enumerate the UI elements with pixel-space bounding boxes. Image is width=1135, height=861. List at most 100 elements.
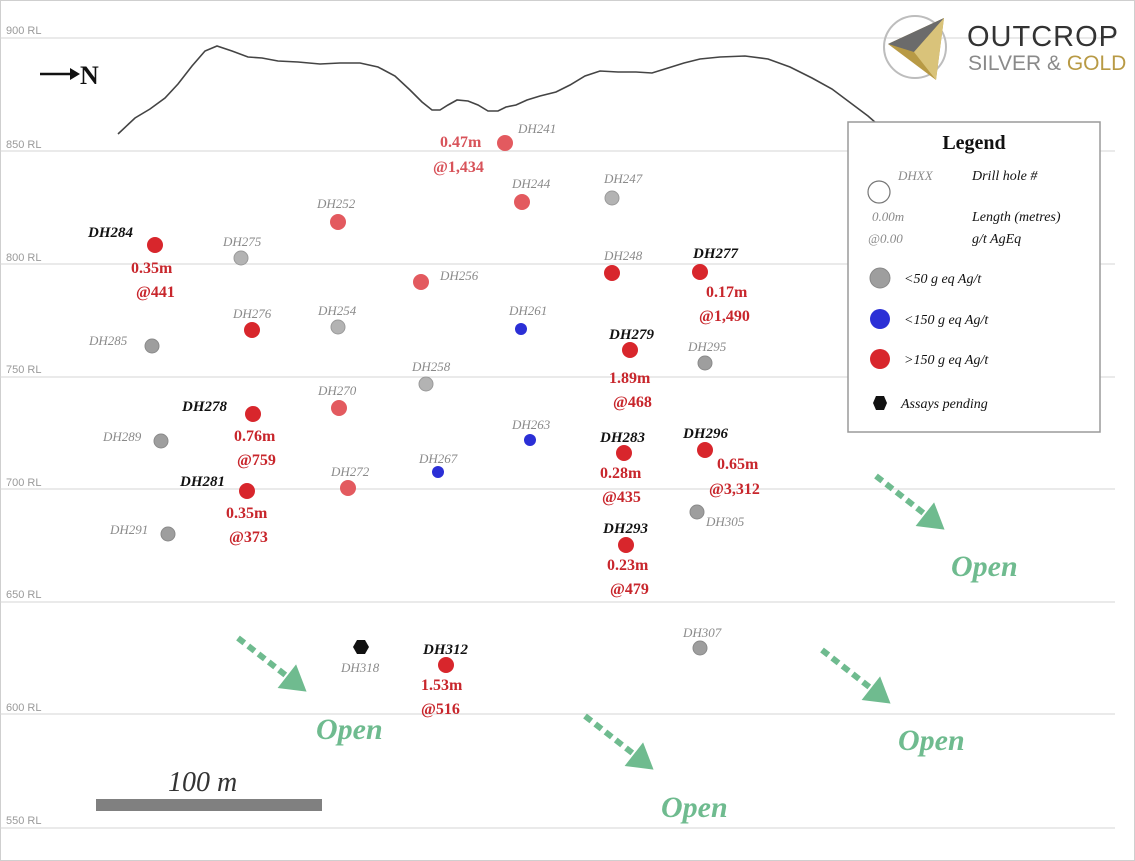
legend-mid-desc: <150 g eq Ag/t bbox=[904, 313, 989, 328]
drill-hole-marker bbox=[245, 406, 261, 422]
open-label: Open bbox=[898, 724, 965, 757]
legend-blue-dot-icon bbox=[870, 309, 890, 329]
drill-hole-label: DH278 bbox=[181, 399, 228, 415]
drill-hole-marker bbox=[697, 442, 713, 458]
assay-length: 0.23m bbox=[607, 557, 649, 574]
open-label: Open bbox=[951, 550, 1018, 583]
rl-label: 550 RL bbox=[6, 815, 41, 827]
logo-facet-icon bbox=[888, 18, 944, 52]
drill-hole-marker bbox=[239, 483, 255, 499]
assay-length: 0.17m bbox=[706, 284, 748, 301]
drill-hole-marker bbox=[692, 640, 708, 656]
open-label: Open bbox=[661, 791, 728, 824]
drill-hole-marker bbox=[153, 433, 169, 449]
drill-hole-label: DH247 bbox=[603, 171, 643, 186]
legend-hole-desc: Drill hole # bbox=[971, 169, 1038, 184]
open-arrow-icon bbox=[874, 473, 945, 530]
open-arrow-icon bbox=[236, 635, 307, 692]
assay-grade: @516 bbox=[421, 701, 460, 718]
drill-hole-pending-marker bbox=[353, 640, 369, 654]
drill-hole-label: DH263 bbox=[511, 417, 551, 432]
legend-hole-sample: DHXX bbox=[897, 168, 934, 183]
open-arrows bbox=[236, 473, 945, 770]
logo-silver: SILVER & bbox=[968, 52, 1067, 75]
drill-hole-label: DH296 bbox=[682, 426, 729, 442]
rl-label: 600 RL bbox=[6, 702, 41, 714]
drill-hole-marker bbox=[692, 264, 708, 280]
scale-bar-label: 100 m bbox=[168, 767, 237, 798]
elevation-labels: 900 RL 850 RL 800 RL 750 RL 700 RL 650 R… bbox=[6, 25, 41, 827]
legend-length-desc: Length (metres) bbox=[971, 210, 1061, 225]
legend-hole-icon bbox=[867, 180, 891, 204]
drill-hole-label: DH284 bbox=[87, 225, 134, 241]
drill-hole-label: DH248 bbox=[603, 248, 643, 263]
drill-hole-marker bbox=[331, 400, 347, 416]
assay-grade: @435 bbox=[602, 489, 641, 506]
drill-hole-label: DH307 bbox=[682, 625, 722, 640]
drill-hole-label: DH318 bbox=[340, 660, 380, 675]
rl-label: 800 RL bbox=[6, 252, 41, 264]
drill-hole-marker bbox=[497, 135, 513, 151]
drill-holes: DH241 0.47m @1,434 DH244 DH247 DH252 DH2… bbox=[87, 121, 760, 718]
open-labels: Open Open Open Open bbox=[316, 550, 1018, 824]
legend-title: Legend bbox=[942, 132, 1005, 154]
drill-hole-label: DH285 bbox=[88, 333, 128, 348]
rl-label: 750 RL bbox=[6, 364, 41, 376]
drill-hole-label: DH261 bbox=[508, 303, 547, 318]
drill-hole-marker bbox=[233, 250, 249, 266]
north-label: N bbox=[80, 61, 99, 90]
drill-hole-marker bbox=[438, 657, 454, 673]
north-arrow: N bbox=[40, 61, 99, 90]
legend-length-sample: 0.00m bbox=[872, 209, 904, 224]
drill-hole-label: DH252 bbox=[316, 196, 356, 211]
legend-red-dot-icon bbox=[870, 349, 890, 369]
drill-hole-label: DH281 bbox=[179, 474, 225, 490]
rl-label: 650 RL bbox=[6, 589, 41, 601]
drill-hole-marker bbox=[622, 342, 638, 358]
drill-hole-label: DH258 bbox=[411, 359, 451, 374]
drill-hole-marker bbox=[244, 322, 260, 338]
north-arrow-icon bbox=[70, 68, 80, 80]
drill-hole-label: DH276 bbox=[232, 306, 272, 321]
open-arrow-icon bbox=[820, 647, 891, 704]
assay-grade: @441 bbox=[136, 284, 175, 301]
assay-length: 0.76m bbox=[234, 428, 276, 445]
drill-hole-marker bbox=[616, 445, 632, 461]
scale-bar-rect bbox=[96, 799, 322, 811]
drill-hole-marker bbox=[418, 376, 434, 392]
drill-hole-label: DH244 bbox=[511, 176, 551, 191]
drill-hole-label: DH279 bbox=[608, 327, 655, 343]
drill-hole-marker bbox=[144, 338, 160, 354]
legend-pending-desc: Assays pending bbox=[900, 397, 988, 412]
drill-hole-marker bbox=[618, 537, 634, 553]
legend-grey-dot-icon bbox=[869, 267, 891, 289]
drill-hole-label: DH295 bbox=[687, 339, 727, 354]
assay-length: 0.35m bbox=[226, 505, 268, 522]
drill-hole-marker bbox=[697, 355, 713, 371]
assay-length: 1.89m bbox=[609, 370, 651, 387]
rl-label: 850 RL bbox=[6, 139, 41, 151]
drill-hole-marker bbox=[330, 319, 346, 335]
assay-grade: @1,490 bbox=[699, 308, 750, 325]
scale-bar: 100 m bbox=[96, 767, 322, 811]
logo-text-outcrop: OUTCROP bbox=[967, 21, 1119, 53]
assay-grade: @3,312 bbox=[709, 481, 760, 498]
topography-line bbox=[117, 45, 877, 135]
legend-low-desc: <50 g eq Ag/t bbox=[904, 272, 982, 287]
rl-label: 900 RL bbox=[6, 25, 41, 37]
drill-hole-label: DH291 bbox=[109, 522, 148, 537]
legend: Legend DHXX Drill hole # 0.00m Length (m… bbox=[847, 121, 1101, 433]
assay-length: 0.28m bbox=[600, 465, 642, 482]
drill-hole-label: DH272 bbox=[330, 464, 370, 479]
assay-length: 0.47m bbox=[440, 134, 482, 151]
drill-hole-label: DH254 bbox=[317, 303, 357, 318]
logo-highlight-icon bbox=[914, 18, 944, 80]
drill-hole-label: DH270 bbox=[317, 383, 357, 398]
legend-high-desc: >150 g eq Ag/t bbox=[904, 353, 989, 368]
drill-hole-marker bbox=[147, 237, 163, 253]
drill-hole-marker bbox=[160, 526, 176, 542]
rl-label: 700 RL bbox=[6, 477, 41, 489]
assay-grade: @479 bbox=[610, 581, 649, 598]
drill-hole-marker bbox=[330, 214, 346, 230]
